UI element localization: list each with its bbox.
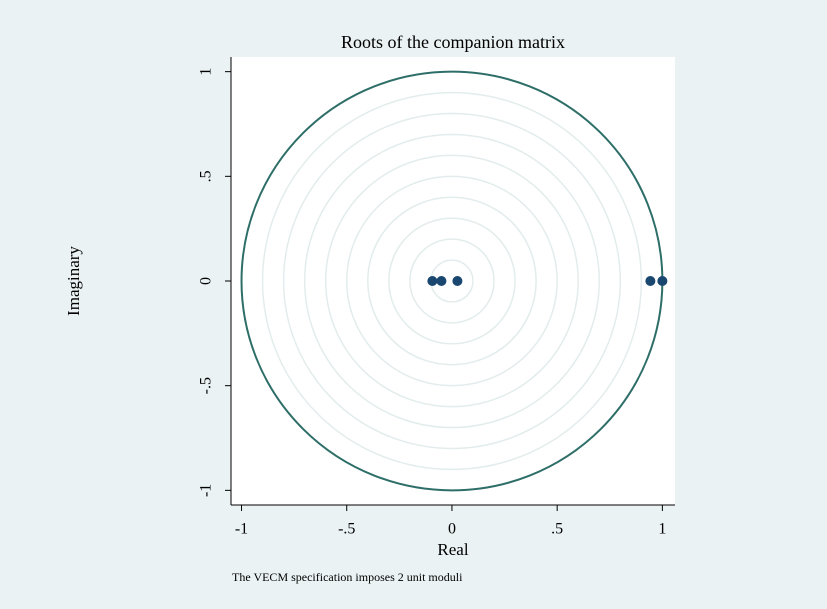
root-point xyxy=(452,276,463,286)
grid-circle xyxy=(367,196,537,366)
grid-circle xyxy=(409,238,495,324)
grid-circle xyxy=(388,217,516,345)
y-tick-label: -.5 xyxy=(198,377,215,394)
y-axis-title: Imaginary xyxy=(64,246,83,316)
note: The VECM specification imposes 2 unit mo… xyxy=(232,570,463,584)
grid-circle xyxy=(345,175,558,387)
grid-circle xyxy=(303,133,600,429)
chart-title: Roots of the companion matrix xyxy=(341,32,565,52)
grid-circle xyxy=(282,112,622,450)
grid-circle xyxy=(261,91,643,471)
x-tick-label: -1 xyxy=(235,521,248,538)
x-tick-label: 1 xyxy=(658,521,666,538)
x-axis-title: Real xyxy=(437,540,468,559)
x-tick-label: 0 xyxy=(448,521,456,538)
x-tick-label: .5 xyxy=(551,521,563,538)
y-tick-label: -1 xyxy=(198,484,215,497)
root-point xyxy=(436,276,447,286)
grid-circle xyxy=(324,154,579,408)
root-point xyxy=(427,276,438,286)
root-point xyxy=(657,276,668,286)
y-tick-label: .5 xyxy=(198,170,215,182)
y-tick-label: 1 xyxy=(198,68,215,76)
y-tick-label: 0 xyxy=(198,277,215,285)
root-point xyxy=(645,276,656,286)
x-tick-label: -.5 xyxy=(338,521,355,538)
